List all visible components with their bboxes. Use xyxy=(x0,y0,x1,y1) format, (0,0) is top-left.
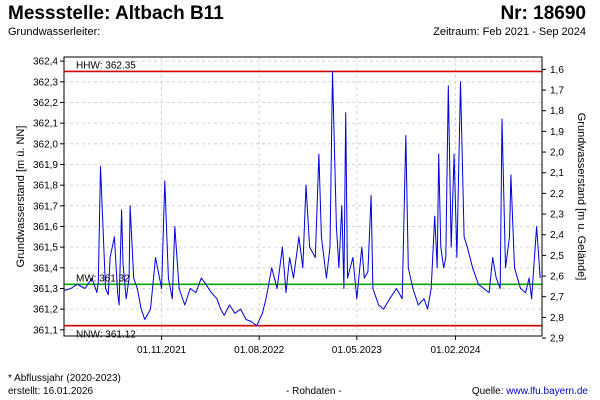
right-tick-label: 2,6 xyxy=(550,272,564,283)
right-tick-label: 2,8 xyxy=(550,313,564,324)
y-tick-label: 362,1 xyxy=(33,119,58,130)
x-tick-label: 01.08.2022 xyxy=(234,345,284,356)
series-line xyxy=(63,71,541,327)
right-tick-label: 2,1 xyxy=(550,168,564,179)
x-tick-label: 01.11.2021 xyxy=(137,345,187,356)
right-tick-label: 2,2 xyxy=(550,189,564,200)
y-tick-label: 361,1 xyxy=(33,325,58,336)
right-tick-label: 2,7 xyxy=(550,292,564,303)
y-tick-label: 361,8 xyxy=(33,181,58,192)
source-prefix: Quelle: xyxy=(471,386,507,397)
y-tick-label: 361,9 xyxy=(33,160,58,171)
y-tick-label: 361,3 xyxy=(33,284,58,295)
abflussjahr-note: * Abflussjahr (2020-2023) xyxy=(8,373,121,384)
reference-line-label: MW: 361.32 xyxy=(76,273,130,284)
station-number: Nr: 18690 xyxy=(500,3,586,24)
y-tick-label: 361,7 xyxy=(33,201,58,212)
y-axis-title-left: Grundwasserstand [m ü. NN] xyxy=(15,126,27,268)
y-tick-label: 362,4 xyxy=(33,57,58,68)
y-tick-label: 361,6 xyxy=(33,222,58,233)
source-link[interactable]: www.lfu.bayern.de xyxy=(506,386,588,397)
station-title: Messstelle: Altbach B11 xyxy=(8,3,224,24)
y-tick-label: 361,4 xyxy=(33,263,58,274)
y-axis-title-right: Grundwasserstand [m u. Gelände] xyxy=(575,113,587,281)
right-tick-label: 1,8 xyxy=(550,106,564,117)
reference-line-label: HHW: 362.35 xyxy=(76,60,136,71)
right-tick-label: 1,6 xyxy=(550,65,564,76)
x-tick-label: 01.05.2023 xyxy=(332,345,382,356)
series-layer xyxy=(63,71,541,327)
right-tick-label: 2,4 xyxy=(550,230,564,241)
reference-lines xyxy=(64,70,542,327)
right-tick-label: 2,5 xyxy=(550,251,564,262)
grid xyxy=(64,57,542,336)
created-date: erstellt: 16.01.2026 xyxy=(8,386,94,397)
x-tick-label: 01.02.2024 xyxy=(430,345,480,356)
right-tick-label: 1,7 xyxy=(550,86,564,97)
aquifer-label: Grundwasserleiter: xyxy=(8,26,101,38)
right-tick-label: 1,9 xyxy=(550,127,564,138)
reference-line-label: NNW: 361.12 xyxy=(76,330,136,341)
right-tick-label: 2,9 xyxy=(550,334,564,345)
time-range: Zeitraum: Feb 2021 - Sep 2024 xyxy=(433,26,586,38)
y-tick-label: 361,5 xyxy=(33,243,58,254)
plot-frame xyxy=(63,56,543,337)
y-tick-label: 362,2 xyxy=(33,98,58,109)
source-label: Quelle: www.lfu.bayern.de xyxy=(472,386,588,397)
axes xyxy=(60,56,546,340)
right-tick-label: 2,0 xyxy=(550,148,564,159)
y-tick-label: 361,2 xyxy=(33,305,58,316)
labels: 362,4 362,3 362,2 362,1 362,0 361,9 361,8 361,7… xyxy=(15,57,587,356)
y-tick-label: 362,0 xyxy=(33,139,58,150)
rohdaten-label: - Rohdaten - xyxy=(286,386,342,397)
y-tick-label: 362,3 xyxy=(33,77,58,88)
right-tick-label: 2,3 xyxy=(550,210,564,221)
